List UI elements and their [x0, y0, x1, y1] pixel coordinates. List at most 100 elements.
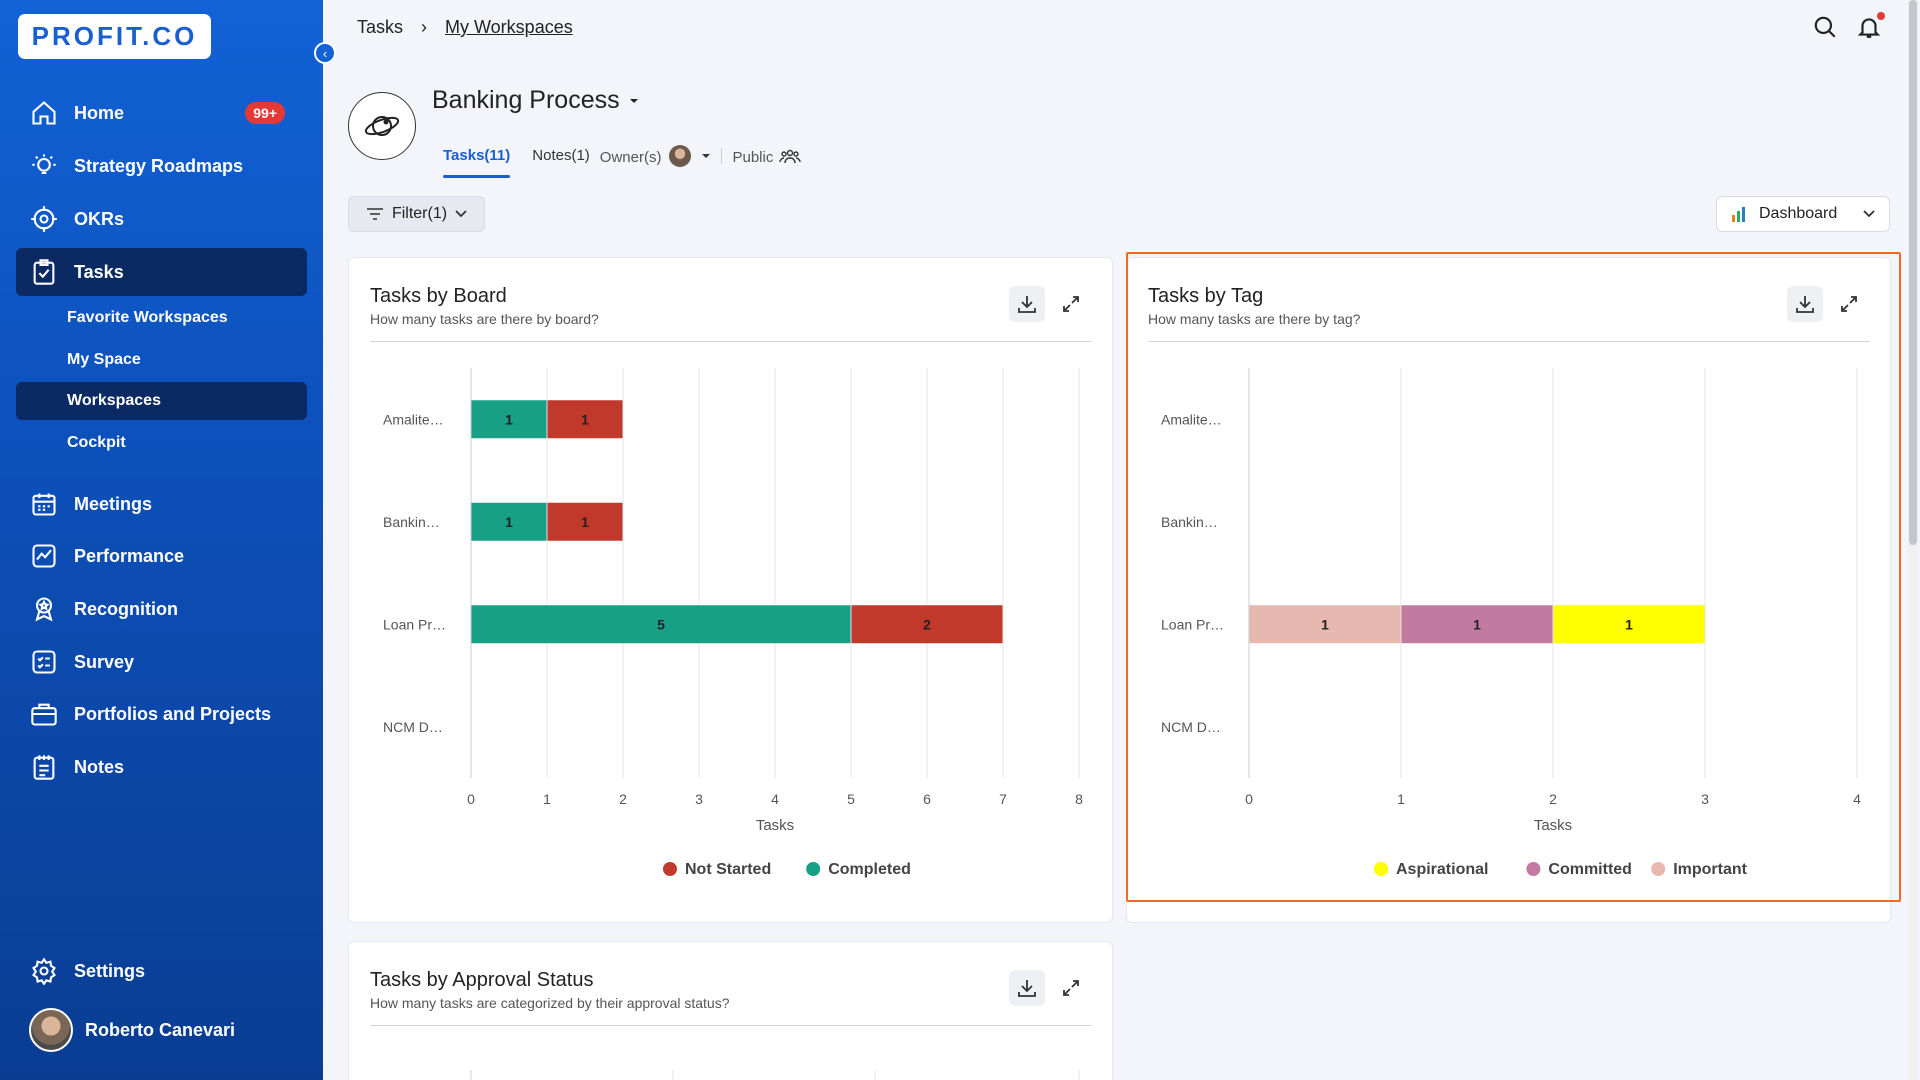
legend-label: Aspirational	[1396, 861, 1488, 878]
bar-data-label: 5	[657, 616, 665, 632]
target-icon	[31, 206, 57, 232]
bar-data-label: 1	[581, 514, 589, 530]
legend-swatch	[1374, 862, 1388, 876]
x-tick-label: 2	[1549, 791, 1557, 807]
chevron-down-icon	[1863, 210, 1875, 218]
breadcrumb-root[interactable]: Tasks	[357, 17, 404, 37]
x-tick-label: 4	[1853, 791, 1861, 807]
sidebar-item-label: Survey	[74, 651, 135, 672]
sidebar-item-strategy-roadmaps[interactable]: Strategy Roadmaps	[16, 143, 307, 189]
expand-icon	[1063, 980, 1079, 996]
owners-dropdown-icon[interactable]	[701, 151, 711, 161]
bell-icon[interactable]	[1856, 12, 1885, 40]
card-title: Tasks by Approval Status	[370, 969, 594, 991]
sidebar-item-meetings[interactable]: Meetings	[16, 481, 307, 527]
notification-dot	[1877, 12, 1885, 20]
sidebar-item-portfolios-and-projects[interactable]: Portfolios and Projects	[16, 691, 307, 737]
owners-label: Owner(s)	[599, 149, 662, 166]
download-button[interactable]	[1009, 970, 1045, 1006]
breadcrumb-current[interactable]: My Workspaces	[445, 17, 573, 37]
sidebar-item-label: Notes	[74, 756, 125, 777]
calendar-icon	[32, 493, 56, 516]
sidebar-item-home[interactable]: Home 99+	[16, 90, 307, 136]
expand-button[interactable]	[1053, 970, 1089, 1006]
sidebar-item-survey[interactable]: Survey	[16, 639, 307, 685]
tasks-by-tag-card: Tasks by Tag How many tasks are there by…	[1126, 257, 1891, 923]
sidebar-subitem-my-space[interactable]: My Space	[67, 351, 141, 368]
bar-segment	[1401, 605, 1553, 644]
sidebar-item-performance[interactable]: Performance	[16, 533, 307, 579]
sidebar-subitem-favorite-workspaces[interactable]: Favorite Workspaces	[67, 309, 228, 326]
bar-segment	[547, 502, 623, 541]
sidebar-item-label: Recognition	[74, 598, 178, 619]
y-category-label: Bankin…	[1161, 514, 1218, 530]
profit-co-logo[interactable]: PROFIT.CO	[18, 14, 211, 59]
performance-chart-icon	[32, 544, 56, 568]
sidebar-item-tasks[interactable]: Tasks	[16, 248, 307, 296]
survey-list-icon	[32, 650, 56, 674]
expand-icon	[1841, 296, 1857, 312]
visibility-label: Public	[732, 149, 774, 166]
bar-segment	[471, 502, 547, 541]
x-tick-label: 1	[1397, 791, 1405, 807]
tasks-by-tag-chart: 0 1 2 3 4 Tasks Amalite… Bankin… Loan Pr… 1 1 1 NCM …	[1161, 368, 1861, 878]
card-subtitle: How many tasks are there by tag?	[1148, 311, 1361, 327]
bar-data-label: 1	[1625, 616, 1633, 632]
approval-gridlines	[470, 1070, 1080, 1080]
bar-segment	[471, 605, 851, 644]
sidebar-subitem-workspaces[interactable]: Workspaces	[16, 382, 307, 420]
tab-notes[interactable]: Notes(1)	[532, 147, 590, 164]
user-name: Roberto Canevari	[85, 1019, 236, 1040]
search-icon[interactable]	[1812, 14, 1838, 40]
owner-avatar[interactable]	[669, 144, 692, 167]
y-category-label: NCM D…	[1161, 719, 1221, 735]
briefcase-icon	[31, 703, 57, 726]
download-button[interactable]	[1009, 286, 1045, 322]
page-title[interactable]: Banking Process	[432, 86, 640, 115]
sidebar-item-notes[interactable]: Notes	[16, 744, 307, 790]
y-category-label: Loan Pr…	[383, 616, 446, 632]
sidebar-item-label: Home	[74, 102, 125, 123]
download-icon	[1018, 980, 1036, 997]
workspace-planet-icon	[348, 92, 416, 160]
breadcrumb: Tasks › My Workspaces	[357, 17, 573, 38]
legend-label: Not Started	[685, 861, 771, 878]
dashboard-label: Dashboard	[1759, 205, 1838, 222]
collapse-sidebar-button[interactable]: ‹	[314, 42, 336, 64]
x-tick-label: 4	[771, 791, 779, 807]
expand-button[interactable]	[1053, 286, 1089, 322]
user-profile[interactable]: Roberto Canevari	[29, 1008, 235, 1052]
x-tick-label: 5	[847, 791, 855, 807]
dashboard-view-select[interactable]: Dashboard	[1716, 196, 1890, 232]
sidebar-subitem-cockpit[interactable]: Cockpit	[67, 434, 126, 451]
bar-segment	[851, 605, 1003, 644]
bar-chart-icon	[1732, 207, 1745, 222]
people-group-icon	[779, 149, 802, 163]
sidebar-item-settings[interactable]: Settings	[16, 948, 307, 994]
page-scrollbar[interactable]	[1908, 0, 1918, 1080]
tasks-by-board-chart: 0 1 2 3 4 5 6 7 8 Tasks Amalite… 1 1 Bankin… 1 1 Loan Pr…	[383, 368, 1083, 878]
legend-label: Committed	[1548, 861, 1632, 878]
sidebar-item-recognition[interactable]: Recognition	[16, 586, 307, 632]
sidebar-item-label: Portfolios and Projects	[74, 703, 272, 724]
notification-badge: 99+	[245, 102, 285, 124]
sidebar-item-label: Performance	[74, 545, 185, 566]
x-tick-label: 0	[1245, 791, 1253, 807]
workspace-tabs: Tasks(11) Notes(1) Owner(s) Public	[443, 133, 802, 178]
bar-data-label: 1	[1321, 616, 1329, 632]
filter-button[interactable]: Filter(1)	[348, 196, 485, 232]
caret-down-icon	[629, 98, 638, 103]
bar-data-label: 1	[1473, 616, 1481, 632]
bar-data-label: 1	[505, 411, 513, 427]
workspace-title: Banking Process	[432, 86, 620, 114]
x-tick-label: 7	[999, 791, 1007, 807]
download-button[interactable]	[1787, 286, 1823, 322]
legend-label: Important	[1673, 861, 1747, 878]
bar-segment	[547, 400, 623, 439]
legend-swatch	[1526, 862, 1541, 876]
expand-button[interactable]	[1831, 286, 1867, 322]
download-icon	[1018, 296, 1036, 313]
sidebar-item-okrs[interactable]: OKRs	[16, 196, 307, 242]
legend-label: Completed	[828, 861, 911, 878]
tab-tasks[interactable]: Tasks(11)	[443, 147, 511, 178]
